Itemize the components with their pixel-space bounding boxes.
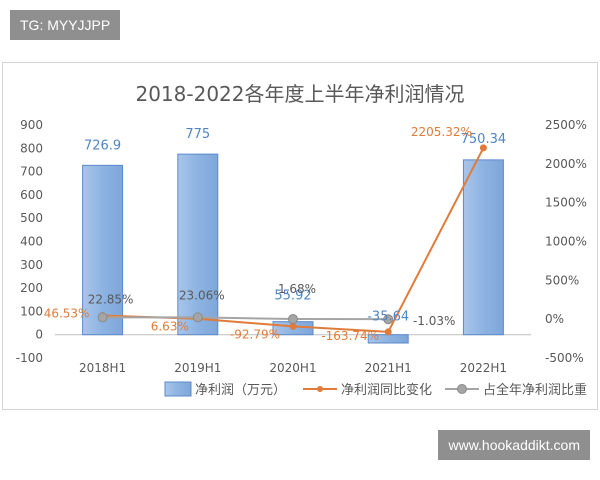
chart-frame: 2018-2022各年度上半年净利润情况 900 800 700 600 500 400 3… <box>2 62 598 410</box>
line-data-label: 2205.32% <box>411 125 472 139</box>
watermark-label: www.hookaddikt.com <box>438 430 590 460</box>
series-point <box>97 312 108 323</box>
left-axis-tick-label: -100 <box>16 351 43 365</box>
right-axis-tick-label: 0% <box>545 312 564 326</box>
left-axis-tick-label: 900 <box>20 118 43 132</box>
left-axis-tick-label: 300 <box>20 258 43 272</box>
bar <box>82 164 124 336</box>
line-data-label: 22.85% <box>88 292 134 306</box>
line-data-label: 46.53% <box>44 307 90 321</box>
legend-swatch-marker <box>317 386 323 392</box>
right-axis-tick-label: 1500% <box>545 196 587 210</box>
left-axis-tick-label: 100 <box>20 304 43 318</box>
line-data-label: -1.03% <box>413 314 455 328</box>
bar <box>462 159 504 336</box>
chart-title: 2018-2022各年度上半年净利润情况 <box>135 82 464 106</box>
series-point <box>289 322 297 330</box>
bar-data-label: -35.64 <box>367 310 409 325</box>
line-data-label: 6.63% <box>151 320 189 334</box>
right-axis-tick-label: -500% <box>545 351 584 365</box>
category-tick-label: 2021H1 <box>365 361 412 375</box>
line-data-label: 23.06% <box>179 288 225 302</box>
series-point <box>288 314 298 325</box>
legend-label: 净利润（万元） <box>195 383 286 398</box>
left-axis-tick-label: 200 <box>20 281 43 295</box>
chart-svg: 2018-2022各年度上半年净利润情况 900 800 700 600 500 400 3… <box>16 82 587 398</box>
right-axis-tick-label: 1000% <box>545 235 587 249</box>
series-point <box>383 314 394 325</box>
left-axis-tick-label: 600 <box>20 188 43 202</box>
series-line <box>102 316 389 321</box>
line-data-label: -163.74% <box>321 329 379 343</box>
line-data-label: 1.68% <box>278 282 316 296</box>
legend-label: 占全年净利润比重 <box>483 382 587 398</box>
category-tick-label: 2022H1 <box>460 361 507 375</box>
category-tick-label: 2020H1 <box>269 361 316 375</box>
bar-data-label: 55.92 <box>274 289 311 304</box>
left-axis-tick-label: 400 <box>20 235 43 249</box>
left-axis-tick-label: 800 <box>20 141 43 155</box>
legend-swatch-marker <box>457 384 467 394</box>
right-axis-tick-label: 500% <box>545 273 579 287</box>
bar-data-label: 750.34 <box>461 132 507 147</box>
series-point <box>192 312 203 323</box>
left-axis-tick-label: 0 <box>35 328 43 342</box>
series-point <box>384 328 392 336</box>
legend-label: 净利润同比变化 <box>341 382 432 398</box>
left-axis-tick-label: 700 <box>20 165 43 179</box>
bar-data-label: 726.9 <box>84 138 121 153</box>
right-axis-tick-label: 2500% <box>545 118 587 132</box>
series-line <box>102 147 485 333</box>
category-tick-label: 2018H1 <box>79 361 126 375</box>
legend-swatch-bar <box>164 381 192 397</box>
series-point <box>479 144 487 152</box>
category-tick-label: 2019H1 <box>174 361 221 375</box>
bar-data-label: 775 <box>185 127 210 142</box>
left-axis-tick-label: 500 <box>20 211 43 225</box>
bar <box>177 153 219 336</box>
right-axis-tick-label: 2000% <box>545 157 587 171</box>
tg-label: TG: MYYJJPP <box>10 10 121 40</box>
line-data-label: -92.79% <box>230 327 280 341</box>
